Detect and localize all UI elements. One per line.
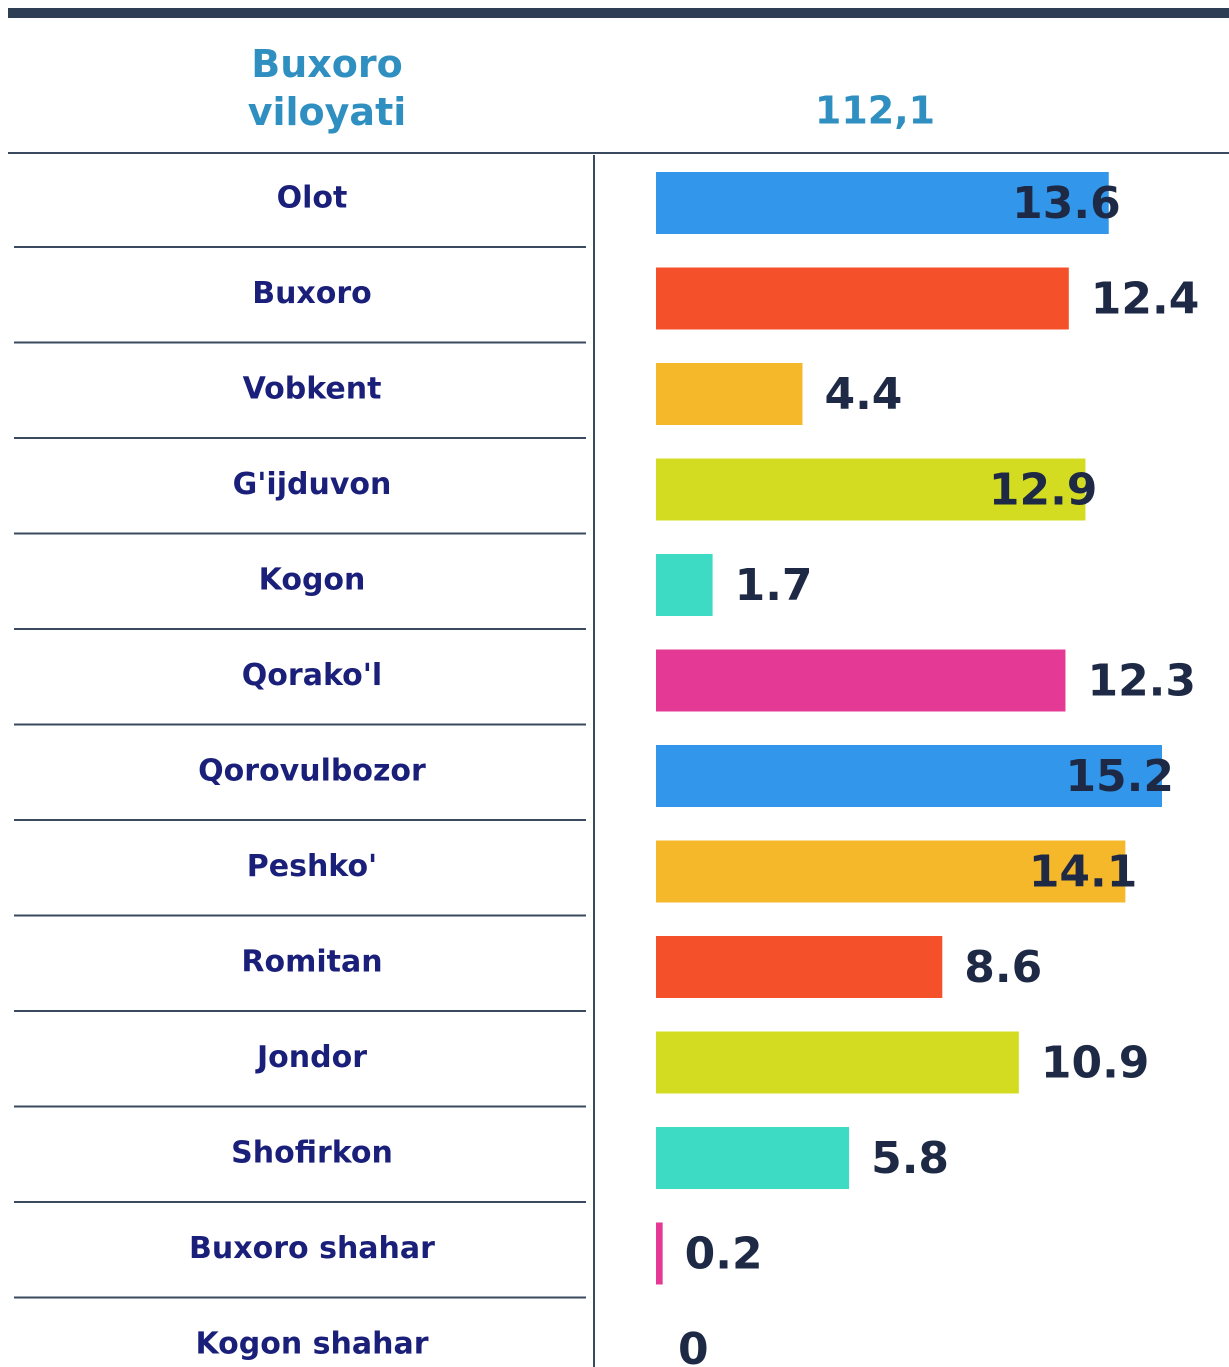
- bar: [656, 649, 1066, 712]
- category-label: Buxoro shahar: [189, 1231, 435, 1266]
- category-label: Kogon: [259, 563, 366, 598]
- value-label: 4.4: [824, 369, 902, 420]
- top-bar: [8, 8, 1229, 18]
- value-label: 14.1: [1029, 847, 1138, 898]
- category-label: Buxoro: [252, 276, 372, 311]
- category-label: G'ijduvon: [233, 467, 392, 502]
- category-label: Romitan: [241, 945, 382, 980]
- value-label: 5.8: [871, 1133, 949, 1184]
- value-label: 12.4: [1091, 274, 1200, 325]
- header-title: Buxoro viloyati: [247, 42, 407, 134]
- value-label: 0: [678, 1324, 709, 1367]
- category-label: Vobkent: [243, 372, 382, 407]
- bar: [656, 267, 1069, 330]
- value-label: 1.7: [735, 560, 813, 611]
- category-label: Qorako'l: [242, 658, 382, 693]
- category-label: Qorovulbozor: [198, 754, 426, 789]
- bar: [656, 172, 1109, 234]
- header-total: 112,1: [815, 89, 935, 133]
- bar: [656, 363, 803, 425]
- category-label: Kogon shahar: [195, 1327, 428, 1362]
- bar: [656, 1222, 663, 1285]
- value-label: 0.2: [685, 1229, 763, 1280]
- value-label: 12.3: [1087, 656, 1196, 707]
- category-label: Peshko': [247, 849, 378, 884]
- value-label: 10.9: [1041, 1038, 1150, 1089]
- value-label: 12.9: [989, 465, 1098, 516]
- category-label: Olot: [277, 181, 348, 216]
- value-label: 8.6: [964, 942, 1042, 993]
- bar: [656, 936, 943, 998]
- value-label: 15.2: [1065, 751, 1174, 802]
- category-label: Shofirkon: [231, 1136, 393, 1171]
- bar: [656, 745, 1162, 807]
- category-label: Jondor: [255, 1040, 367, 1075]
- bar: [656, 458, 1086, 521]
- bar: [656, 840, 1126, 903]
- bar: [656, 1031, 1019, 1094]
- value-label: 13.6: [1012, 178, 1121, 229]
- bar: [656, 554, 713, 616]
- bar: [656, 1127, 850, 1189]
